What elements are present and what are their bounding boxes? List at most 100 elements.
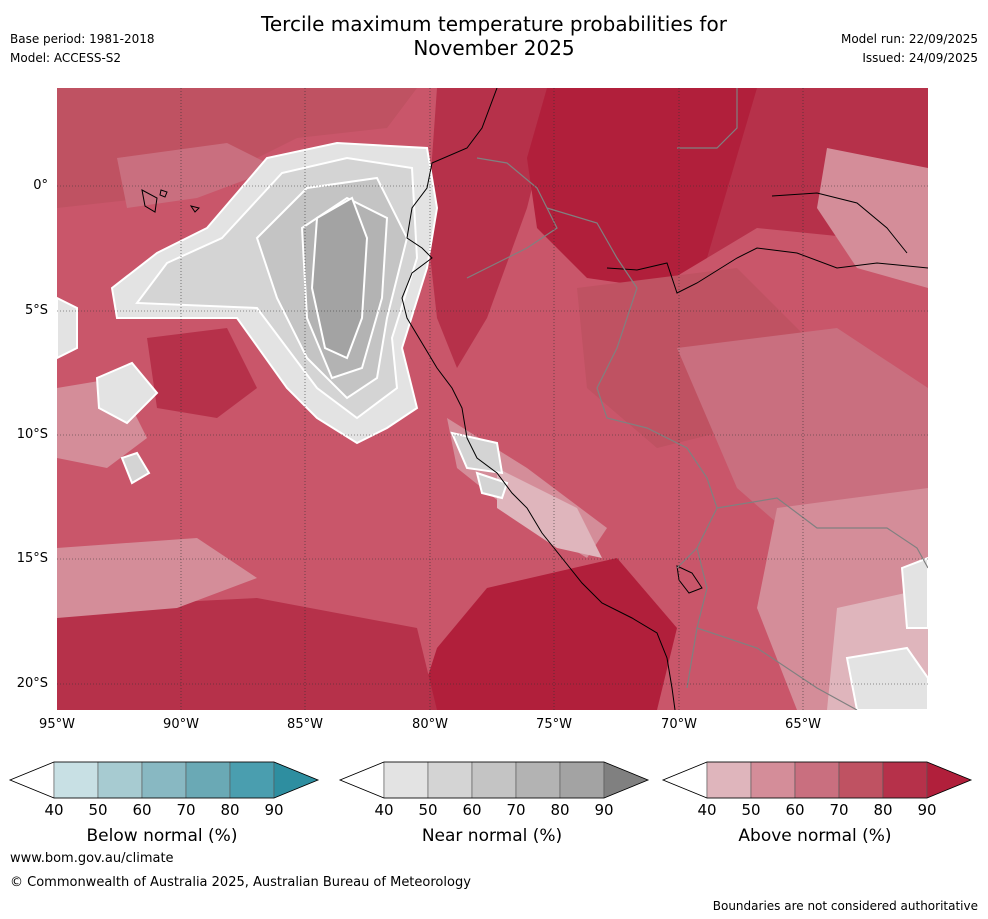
colorbar-below-bin-70-80 — [185, 761, 231, 799]
border-ecuador-peru — [466, 157, 558, 279]
galapagos-isabela — [141, 189, 158, 213]
near-40-west-island — [95, 361, 159, 425]
above-80-west-patch — [147, 328, 257, 418]
colorbar-near-upper-arrow — [603, 761, 649, 799]
near-40-west-edge — [57, 296, 78, 360]
below-tick-90: 90 — [264, 801, 284, 819]
lon-label-65w: 65°W — [785, 717, 821, 732]
near-tick-80: 80 — [550, 801, 570, 819]
near-50-coast-patch — [450, 431, 504, 475]
colorbar-above-bin-50-60 — [750, 761, 796, 799]
above-tick-70: 70 — [829, 801, 849, 819]
colorbar-above-bin-40-50 — [706, 761, 752, 799]
near-40-east-edge — [900, 556, 928, 629]
rio-negro — [771, 192, 908, 254]
colorbar-below — [8, 761, 320, 799]
near-normal-label: Near normal (%) — [421, 826, 563, 846]
colorbar-near — [338, 761, 650, 799]
near-tick-50: 50 — [418, 801, 438, 819]
border-bolivia-argentina — [696, 627, 858, 710]
above-50-southwest — [57, 538, 257, 618]
border-peru-chile — [686, 547, 708, 689]
colorbar-below-bin-80-90 — [229, 761, 275, 799]
colorbar-below-bin-50-60 — [97, 761, 143, 799]
lat-label-20s: 20°S — [16, 676, 48, 691]
below-tick-70: 70 — [176, 801, 196, 819]
lake-titicaca — [676, 565, 703, 594]
border-colombia-brazil — [677, 88, 738, 149]
lat-label-0: 0° — [33, 178, 48, 193]
colorbar-below-upper-arrow — [273, 761, 319, 799]
lat-label-10s: 10°S — [16, 427, 48, 442]
colorbar-above-bin-80-90 — [882, 761, 928, 799]
near-tick-70: 70 — [506, 801, 526, 819]
lon-label-70w: 70°W — [661, 717, 697, 732]
above-tick-60: 60 — [785, 801, 805, 819]
lon-label-90w: 90°W — [163, 717, 199, 732]
below-tick-80: 80 — [220, 801, 240, 819]
near-50-small-island — [120, 451, 151, 485]
base-period-text: Base period: 1981-2018 — [10, 32, 155, 46]
near-tick-40: 40 — [374, 801, 394, 819]
above-tick-80: 80 — [873, 801, 893, 819]
lon-label-75w: 75°W — [536, 717, 572, 732]
footer-url: www.bom.gov.au/climate — [10, 851, 174, 866]
colorbar-above-bin-60-70 — [794, 761, 840, 799]
lon-label-85w: 85°W — [287, 717, 323, 732]
near-50-coast-patch-2 — [475, 471, 509, 500]
above-60-galapagos-zone — [117, 143, 277, 208]
border-bolivia-brazil — [716, 497, 928, 569]
title-line-1: Tercile maximum temperature probabilitie… — [261, 12, 727, 36]
coastline — [401, 88, 676, 710]
model-name-text: Model: ACCESS-S2 — [10, 51, 122, 65]
above-90-south-peru — [417, 558, 677, 710]
above-80-ecuador-zone — [427, 88, 557, 368]
lat-label-15s: 15°S — [16, 551, 48, 566]
border-peru-brazil-bolivia — [596, 287, 718, 569]
lon-label-80w: 80°W — [412, 717, 448, 732]
below-tick-50: 50 — [88, 801, 108, 819]
colorbar-below-bin-40-50 — [53, 761, 99, 799]
colorbar-near-lower-arrow — [339, 761, 385, 799]
above-50-east-patch — [817, 148, 928, 288]
above-tick-90: 90 — [917, 801, 937, 819]
above-80-south-ocean — [57, 598, 437, 710]
galapagos-san-cristobal — [189, 205, 200, 213]
title-line-2: November 2025 — [413, 36, 575, 60]
below-tick-60: 60 — [132, 801, 152, 819]
footer-boundary-note: Boundaries are not considered authoritat… — [712, 899, 978, 913]
colorbar-above — [661, 761, 973, 799]
colorbar-above-lower-arrow — [662, 761, 708, 799]
below-normal-label: Below normal (%) — [86, 826, 238, 846]
colorbar-near-bin-80-90 — [559, 761, 605, 799]
model-run-text: Model run: 22/09/2025 — [840, 32, 978, 46]
colorbar-near-bin-50-60 — [427, 761, 473, 799]
lon-label-95w: 95°W — [39, 717, 75, 732]
map-graticule — [57, 88, 928, 710]
lat-label-5s: 5°S — [24, 303, 48, 318]
near-tick-90: 90 — [594, 801, 614, 819]
footer-copyright: © Commonwealth of Australia 2025, Austra… — [10, 875, 471, 890]
above-tick-50: 50 — [741, 801, 761, 819]
amazon-river — [606, 247, 928, 294]
map-title: Tercile maximum temperature probabilitie… — [0, 12, 988, 60]
colorbar-above-upper-arrow — [926, 761, 972, 799]
colorbar-near-bin-70-80 — [515, 761, 561, 799]
issued-text: Issued: 24/09/2025 — [862, 51, 978, 65]
map-svg — [57, 88, 928, 710]
colorbar-above-bin-70-80 — [838, 761, 884, 799]
near-80-ocean-core — [310, 196, 369, 360]
border-colombia-peru — [546, 207, 638, 289]
colorbar-near-bin-60-70 — [471, 761, 517, 799]
probability-map — [57, 88, 928, 710]
above-40-peru-coast — [497, 468, 602, 558]
below-tick-40: 40 — [44, 801, 64, 819]
galapagos-santa-cruz — [159, 189, 168, 198]
colorbar-near-bin-40-50 — [383, 761, 429, 799]
near-tick-60: 60 — [462, 801, 482, 819]
colorbar-below-bin-60-70 — [141, 761, 187, 799]
above-tick-40: 40 — [697, 801, 717, 819]
above-normal-label: Above normal (%) — [738, 826, 892, 846]
near-40-southeast — [845, 646, 928, 710]
colorbar-below-lower-arrow — [9, 761, 55, 799]
